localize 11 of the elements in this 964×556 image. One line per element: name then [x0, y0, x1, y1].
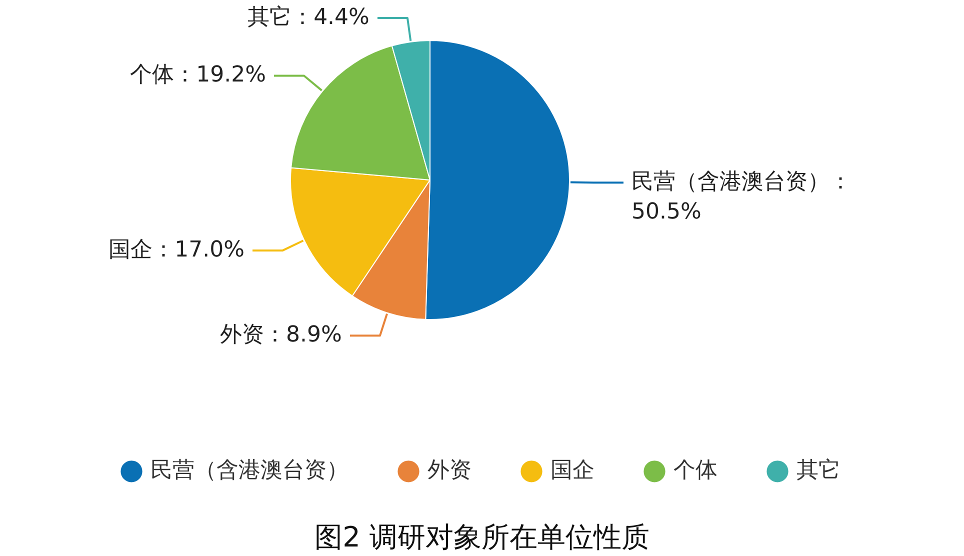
- text: 图2 调研对象所在单位性质: [314, 520, 650, 554]
- data-label: 个体：19.2%: [130, 62, 266, 88]
- data-label: 外资：8.9%: [220, 322, 342, 348]
- legend-label: 外资: [428, 458, 472, 484]
- legend-label: 国企: [550, 458, 594, 484]
- legend-label: 其它: [796, 458, 840, 484]
- data-label: 民营（含港澳台资）：50.5%: [631, 169, 852, 224]
- legend-label: 民营（含港澳台资）: [150, 458, 348, 484]
- legend-label: 个体: [674, 458, 718, 484]
- data-label: 其它：4.4%: [248, 4, 370, 30]
- data-label: 国企：17.0%: [108, 237, 244, 262]
